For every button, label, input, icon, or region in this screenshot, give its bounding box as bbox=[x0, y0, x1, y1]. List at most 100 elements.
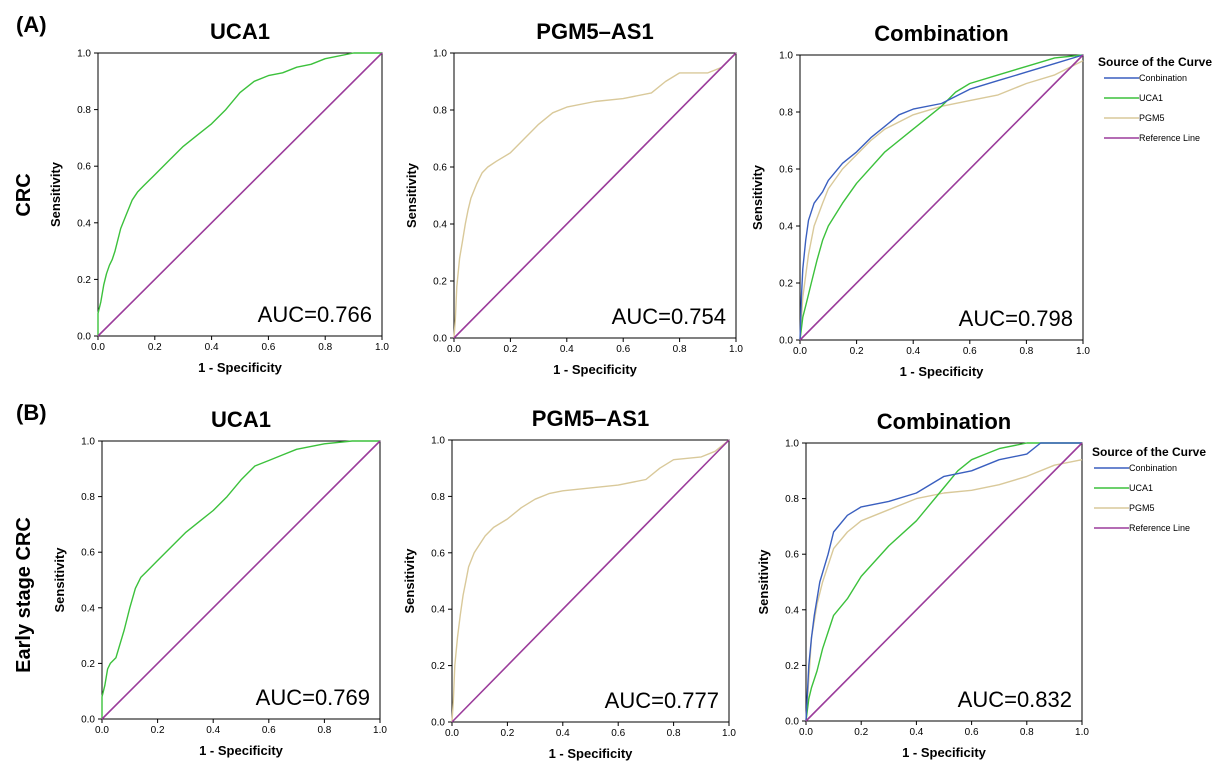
x-tick-label: 0.6 bbox=[965, 727, 979, 738]
x-tick-label: 0.8 bbox=[318, 342, 332, 353]
x-tick-label: 0.2 bbox=[850, 346, 864, 357]
roc-curve-pgm5 bbox=[453, 52, 737, 339]
plot-frame bbox=[101, 440, 381, 720]
x-tick-label: 0.6 bbox=[963, 346, 977, 357]
row-label-crc: CRC bbox=[13, 173, 35, 216]
y-tick-label: 0.6 bbox=[77, 162, 91, 173]
y-tick-label: 0.8 bbox=[77, 105, 91, 116]
x-axis-title: 1 - Specificity bbox=[900, 364, 985, 379]
y-tick-label: 0.4 bbox=[433, 220, 447, 231]
x-tick-label: 0.6 bbox=[262, 725, 276, 736]
x-tick-label: 0.0 bbox=[91, 342, 105, 353]
legend-label-pgm5: PGM5 bbox=[1139, 113, 1165, 123]
y-axis-title: Sensitivity bbox=[52, 547, 67, 613]
x-tick-label: 0.2 bbox=[503, 344, 517, 355]
y-tick-label: 1.0 bbox=[779, 51, 793, 62]
roc-curve-pgm5 bbox=[805, 459, 1083, 722]
roc-chart-6: 0.0 0.2 0.4 0.6 0.8 1.0 0.0 0.2 0.4 0.6 0.8 1.0 Comb… bbox=[756, 409, 1089, 760]
x-tick-label: 0.2 bbox=[148, 342, 162, 353]
panel-label-a: (A) bbox=[16, 12, 47, 37]
chart-title: UCA1 bbox=[210, 19, 270, 44]
auc-annotation: AUC=0.798 bbox=[959, 306, 1073, 331]
legend-title: Source of the Curve bbox=[1098, 55, 1212, 69]
y-tick-label: 0.2 bbox=[785, 661, 799, 672]
roc-curve-pgm5 bbox=[451, 439, 730, 723]
y-axis-title: Sensitivity bbox=[750, 164, 765, 230]
x-axis-title: 1 - Specificity bbox=[549, 746, 634, 761]
y-axis-title: Sensitivity bbox=[48, 161, 63, 227]
x-tick-label: 0.8 bbox=[673, 344, 687, 355]
x-tick-label: 0.4 bbox=[560, 344, 574, 355]
plot-frame bbox=[799, 54, 1084, 341]
auc-annotation: AUC=0.754 bbox=[612, 304, 726, 329]
roc-curve-combination bbox=[799, 54, 1084, 341]
auc-annotation: AUC=0.832 bbox=[958, 687, 1072, 712]
y-tick-label: 0.2 bbox=[779, 279, 793, 290]
y-axis-title: Sensitivity bbox=[402, 548, 417, 614]
legend-label-combination: Conbination bbox=[1129, 463, 1177, 473]
roc-curve-reference bbox=[451, 439, 730, 723]
x-tick-label: 0.2 bbox=[151, 725, 165, 736]
x-tick-label: 1.0 bbox=[1076, 346, 1090, 357]
auc-annotation: AUC=0.766 bbox=[258, 302, 372, 327]
plot-frame bbox=[453, 52, 737, 339]
y-tick-label: 0.8 bbox=[779, 108, 793, 119]
x-tick-label: 0.0 bbox=[799, 727, 813, 738]
y-tick-label: 1.0 bbox=[785, 439, 799, 450]
chart-title: PGM5–AS1 bbox=[536, 19, 653, 44]
y-tick-label: 0.0 bbox=[81, 715, 95, 726]
x-tick-label: 1.0 bbox=[373, 725, 387, 736]
x-tick-label: 0.4 bbox=[206, 725, 220, 736]
chart-title: Combination bbox=[874, 21, 1008, 46]
roc-curve-reference bbox=[101, 440, 381, 720]
roc-curve-reference bbox=[799, 54, 1084, 341]
x-tick-label: 0.0 bbox=[793, 346, 807, 357]
x-tick-label: 0.0 bbox=[95, 725, 109, 736]
roc-chart-3: 0.0 0.2 0.4 0.6 0.8 1.0 0.0 0.2 0.4 0.6 0.8 1.0 Comb… bbox=[750, 21, 1090, 379]
y-tick-label: 1.0 bbox=[431, 436, 445, 447]
plot-frame bbox=[451, 439, 730, 723]
roc-chart-4: 0.0 0.2 0.4 0.6 0.8 1.0 0.0 0.2 0.4 0.6 0.8 1.0 UCA1… bbox=[52, 407, 387, 758]
y-tick-label: 0.4 bbox=[785, 605, 799, 616]
x-tick-label: 0.8 bbox=[317, 725, 331, 736]
x-tick-label: 0.0 bbox=[445, 728, 459, 739]
plot-frame bbox=[805, 442, 1083, 722]
y-tick-label: 0.2 bbox=[81, 659, 95, 670]
x-axis-title: 1 - Specificity bbox=[198, 360, 283, 375]
x-tick-label: 0.2 bbox=[854, 727, 868, 738]
legend-label-uca1: UCA1 bbox=[1139, 93, 1163, 103]
legend-bottom: Source of the Curve Conbination UCA1 PGM… bbox=[1092, 445, 1206, 533]
x-tick-label: 0.4 bbox=[909, 727, 923, 738]
x-tick-label: 0.6 bbox=[611, 728, 625, 739]
x-axis-title: 1 - Specificity bbox=[902, 745, 987, 760]
roc-chart-5: 0.0 0.2 0.4 0.6 0.8 1.0 0.0 0.2 0.4 0.6 0.8 1.0 PGM5… bbox=[402, 406, 736, 761]
y-tick-label: 1.0 bbox=[81, 437, 95, 448]
x-tick-label: 0.4 bbox=[556, 728, 570, 739]
legend-label-combination: Conbination bbox=[1139, 73, 1187, 83]
x-axis-title: 1 - Specificity bbox=[553, 362, 638, 377]
x-tick-label: 0.0 bbox=[447, 344, 461, 355]
x-tick-label: 0.6 bbox=[616, 344, 630, 355]
x-tick-label: 0.4 bbox=[205, 342, 219, 353]
y-tick-label: 0.8 bbox=[433, 106, 447, 117]
roc-curve-combination bbox=[805, 442, 1082, 722]
y-tick-label: 0.0 bbox=[431, 718, 445, 729]
y-tick-label: 0.2 bbox=[431, 661, 445, 672]
roc-curve-pgm5 bbox=[799, 60, 1084, 341]
x-tick-label: 1.0 bbox=[722, 728, 736, 739]
y-tick-label: 0.0 bbox=[779, 336, 793, 347]
y-tick-label: 1.0 bbox=[77, 49, 91, 60]
x-tick-label: 0.8 bbox=[1019, 346, 1033, 357]
roc-curve-uca1 bbox=[97, 52, 382, 336]
chart-title: PGM5–AS1 bbox=[532, 406, 649, 431]
roc-chart-2: 0.0 0.2 0.4 0.6 0.8 1.0 0.0 0.2 0.4 0.6 0.8 1.0 PGM5… bbox=[404, 19, 743, 377]
y-tick-label: 0.8 bbox=[785, 494, 799, 505]
y-tick-label: 0.6 bbox=[433, 163, 447, 174]
x-tick-label: 0.6 bbox=[261, 342, 275, 353]
y-tick-label: 1.0 bbox=[433, 49, 447, 60]
x-tick-label: 1.0 bbox=[1075, 727, 1089, 738]
legend-label-reference: Reference Line bbox=[1139, 133, 1200, 143]
roc-curve-reference bbox=[453, 52, 737, 339]
y-tick-label: 0.6 bbox=[431, 548, 445, 559]
